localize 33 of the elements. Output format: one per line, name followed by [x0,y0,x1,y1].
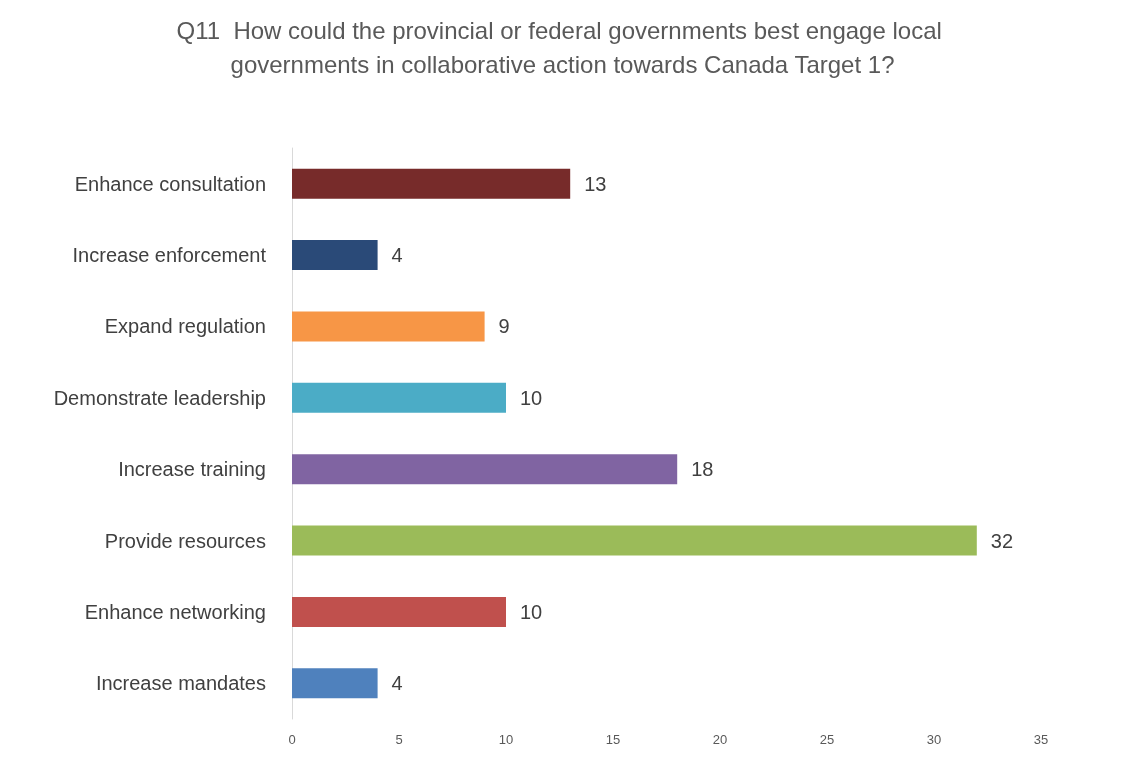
x-tick-label: 0 [288,732,296,747]
data-label: 10 [520,386,543,409]
y-tick-label: Increase mandates [95,672,266,695]
data-label: 32 [990,529,1014,552]
bar [292,382,506,413]
data-label: 4 [391,672,403,695]
x-tick-label: 10 [498,732,514,747]
y-tick-label: Increase training [118,458,266,481]
x-tick-label: 15 [605,732,621,747]
data-label: 4 [391,244,403,267]
data-label: 10 [520,600,543,623]
y-tick-label: Enhance networking [84,600,266,623]
x-tick-label: 25 [819,732,835,747]
y-tick-label: Increase enforcement [72,244,267,267]
data-label: 18 [691,458,714,481]
y-tick-label: Enhance consultation [74,172,266,195]
bar [292,168,571,199]
bar [292,668,378,699]
data-label: 13 [584,172,607,195]
bar [292,596,506,627]
bar [292,240,378,271]
y-tick-label: Expand regulation [104,315,266,338]
y-tick-label: Provide resources [104,529,266,552]
x-tick-label: 30 [926,732,942,747]
y-tick-label: Demonstrate leadership [53,386,266,409]
chart-title: Q11 How could the provincial or federal governments best engage local governments in collaborative action towards Canada Target 1? [176,16,949,78]
bar [292,454,678,485]
x-tick-label: 35 [1033,732,1049,747]
x-tick-label: 5 [395,732,403,747]
bar [292,311,485,342]
data-label: 9 [498,315,510,338]
bar [292,525,977,556]
x-tick-label: 20 [712,732,728,747]
